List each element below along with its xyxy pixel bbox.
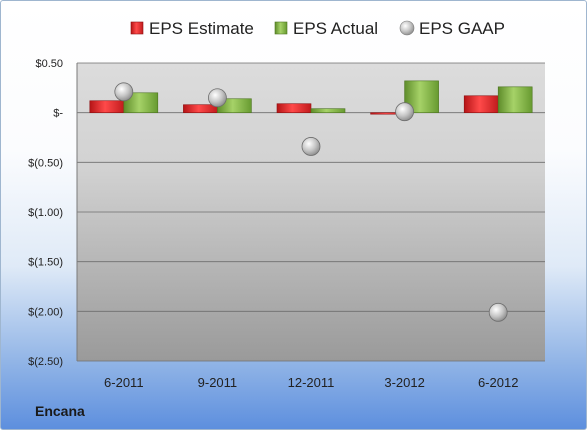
x-tick-label: 3-2012 <box>384 375 424 390</box>
y-tick-label: $- <box>53 108 63 120</box>
legend-swatch <box>399 20 415 36</box>
bar-eps-estimate <box>89 100 125 113</box>
y-tick-label: $(2.00) <box>28 306 63 318</box>
x-tick-label: 6-2012 <box>478 375 518 390</box>
legend-label: EPS Actual <box>293 19 378 38</box>
y-tick-label: $(1.00) <box>28 207 63 219</box>
legend-swatch <box>130 21 144 35</box>
bar-eps-estimate <box>276 103 312 113</box>
bar-eps-actual <box>310 108 346 113</box>
x-tick-label: 12-2011 <box>288 375 335 390</box>
legend-label: EPS GAAP <box>419 19 505 38</box>
company-label: Encana <box>35 403 85 419</box>
x-tick-label: 6-2011 <box>104 375 144 390</box>
point-eps-gaap <box>301 137 321 156</box>
point-eps-gaap <box>488 302 508 322</box>
bar-eps-estimate <box>183 104 218 113</box>
y-tick-label: $(2.50) <box>28 356 63 368</box>
point-eps-gaap <box>207 88 227 108</box>
y-tick-label: $(0.50) <box>28 157 63 169</box>
bar-eps-estimate <box>463 95 499 113</box>
x-tick-label: 9-2011 <box>198 375 238 390</box>
bar-eps-actual <box>497 86 533 113</box>
y-tick-label: $0.50 <box>35 58 63 70</box>
legend-label: EPS Estimate <box>149 19 254 38</box>
point-eps-gaap <box>395 102 415 122</box>
bar-eps-actual <box>123 92 159 113</box>
legend-swatch <box>274 21 288 35</box>
point-eps-gaap <box>114 82 134 102</box>
y-tick-label: $(1.50) <box>28 257 63 269</box>
